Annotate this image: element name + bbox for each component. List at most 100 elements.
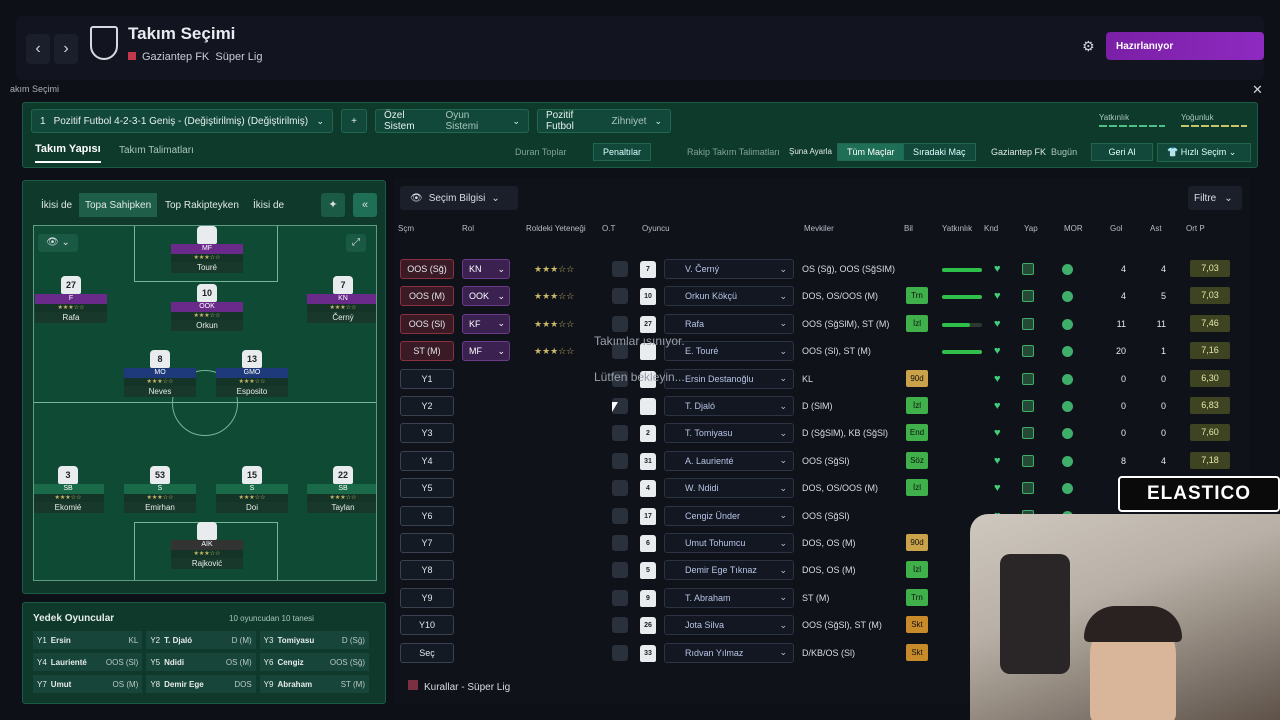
penalties-button[interactable]: Penaltılar xyxy=(593,143,652,161)
rules-link[interactable]: Kurallar - Süper Lig xyxy=(408,680,510,693)
all-matches-toggle[interactable]: Tüm Maçlar xyxy=(837,143,905,161)
table-row[interactable]: OOS (Sl) KF ⌄ ★★★☆☆ 27 Rafa ⌄ OOS (SğSlM), ST … xyxy=(394,311,1240,338)
substitute-cell[interactable]: Y5 Ndidi OS (M) xyxy=(146,653,256,671)
add-tactic-button[interactable]: + xyxy=(341,109,367,133)
filter-button[interactable]: Filtre ⌄ xyxy=(1188,186,1242,210)
slot-select[interactable]: ST (M) xyxy=(400,341,454,362)
tab-team-instructions[interactable]: Takım Talimatları xyxy=(119,145,194,156)
tab-in-possession[interactable]: Topa Sahipken xyxy=(79,193,158,217)
tab-out-possession[interactable]: Top Rakipteyken xyxy=(165,199,239,211)
column-header[interactable]: Gol xyxy=(1110,224,1123,233)
slot-select[interactable]: Y7 xyxy=(400,533,454,553)
person-icon[interactable] xyxy=(612,425,628,442)
player-select[interactable]: Orkun Kökçü ⌄ xyxy=(664,286,794,307)
player-select[interactable]: T. Tomiyasu ⌄ xyxy=(664,423,794,444)
club-link[interactable]: Gaziantep FK xyxy=(142,51,210,63)
player-select[interactable]: Cengiz Ünder ⌄ xyxy=(664,505,794,526)
person-icon[interactable] xyxy=(612,315,628,332)
league-link[interactable]: Süper Lig xyxy=(215,51,263,63)
slot-select[interactable]: Y4 xyxy=(400,450,454,471)
substitute-cell[interactable]: Y7 Umut OS (M) xyxy=(33,675,143,693)
selection-info-select[interactable]: 👁 Seçim Bilgisi ⌄ xyxy=(400,186,518,210)
person-icon[interactable] xyxy=(612,617,628,634)
player-select[interactable]: W. Ndidi ⌄ xyxy=(664,478,794,499)
back-button[interactable]: ‹ xyxy=(26,34,50,64)
person-icon[interactable] xyxy=(612,507,628,524)
person-icon[interactable] xyxy=(612,288,628,305)
continue-status-button[interactable]: Hazırlanıyor xyxy=(1106,32,1264,60)
table-row[interactable]: OOS (M) OOK ⌄ ★★★☆☆ 10 Orkun Kökçü ⌄ DOS, OS/O… xyxy=(394,283,1240,310)
pitch-player[interactable]: 15 S ★★★☆☆ Doi xyxy=(216,466,288,513)
table-row[interactable]: Y2 T. Djaló ⌄ D (SlM) İzl ♥ 0 0 6,83 xyxy=(394,393,1240,420)
slot-select[interactable]: Y3 xyxy=(400,423,454,444)
person-icon[interactable] xyxy=(612,480,628,497)
person-icon[interactable] xyxy=(612,644,628,661)
player-select[interactable]: Demir Ege Tıknaz ⌄ xyxy=(664,560,794,581)
undo-button[interactable]: Geri Al xyxy=(1091,143,1153,161)
person-icon[interactable] xyxy=(612,589,628,606)
slot-select[interactable]: Y2 xyxy=(400,396,454,416)
column-header[interactable]: Rol xyxy=(462,224,475,233)
substitute-cell[interactable]: Y8 Demir Ege DOS xyxy=(146,675,256,693)
column-header[interactable]: Knd xyxy=(984,224,999,233)
formation-icon[interactable]: ✦ xyxy=(321,193,345,217)
pitch-player[interactable]: 27 F ★★★☆☆ Rafa xyxy=(35,276,107,323)
slot-select[interactable]: OOS (Sl) xyxy=(400,313,454,334)
pitch-player[interactable]: 10 OOK ★★★☆☆ Orkun xyxy=(171,284,243,331)
opposition-instructions-button[interactable]: Rakip Takım Talimatları xyxy=(687,147,780,157)
collapse-icon[interactable]: « xyxy=(353,193,377,217)
slot-select[interactable]: OOS (M) xyxy=(400,286,454,307)
slot-select[interactable]: Y8 xyxy=(400,560,454,581)
person-icon[interactable] xyxy=(612,562,628,579)
pitch-player[interactable]: 7 KN ★★★☆☆ Černý xyxy=(307,276,376,323)
player-select[interactable]: E. Touré ⌄ xyxy=(664,341,794,362)
table-row[interactable]: Y3 2 T. Tomiyasu ⌄ D (SğSlM), KB (SğSl) End ♥ 0… xyxy=(394,420,1240,447)
player-select[interactable]: A. Laurienté ⌄ xyxy=(664,450,794,471)
player-select[interactable]: T. Abraham ⌄ xyxy=(664,587,794,608)
player-select[interactable]: Umut Tohumcu ⌄ xyxy=(664,533,794,553)
column-header[interactable]: Roldeki Yeteneği xyxy=(526,224,586,233)
close-icon[interactable]: ✕ xyxy=(1252,82,1263,97)
table-row[interactable]: OOS (Sğ) KN ⌄ ★★★☆☆ 7 V. Černý ⌄ OS (Sğ), OOS … xyxy=(394,256,1240,283)
player-select[interactable]: Ersin Destanoğlu ⌄ xyxy=(664,368,794,389)
set-pieces-button[interactable]: Duran Toplar xyxy=(515,147,567,157)
tactic-select[interactable]: 1 Pozitif Futbol 4-2-3-1 Geniş - (Değişti… xyxy=(31,109,333,133)
substitute-cell[interactable]: Y1 Ersin KL xyxy=(33,631,143,649)
quick-pick-button[interactable]: 👕 Hızlı Seçim ⌄ xyxy=(1157,143,1251,162)
column-header[interactable]: Yap xyxy=(1024,224,1038,233)
role-select[interactable]: KF ⌄ xyxy=(462,313,510,334)
player-select[interactable]: T. Djaló ⌄ xyxy=(664,396,794,416)
substitute-cell[interactable]: Y4 Laurienté OOS (Sl) xyxy=(33,653,143,671)
person-icon[interactable] xyxy=(612,343,628,360)
table-row[interactable]: Y1 Ersin Destanoğlu ⌄ KL 90d ♥ 0 0 6,30 xyxy=(394,366,1240,393)
mentality-select[interactable]: Pozitif Futbol Zihniyet ⌄ xyxy=(537,109,671,133)
column-header[interactable]: Ort P xyxy=(1186,224,1205,233)
person-icon[interactable] xyxy=(612,452,628,469)
person-icon[interactable] xyxy=(612,261,628,277)
column-header[interactable]: MOR xyxy=(1064,224,1083,233)
person-icon[interactable] xyxy=(612,370,628,387)
table-row[interactable]: ST (M) MF ⌄ ★★★☆☆ E. Touré ⌄ OOS (Sl), ST (M)… xyxy=(394,338,1240,365)
pitch-player[interactable]: 13 GMO ★★★☆☆ Esposito xyxy=(216,350,288,397)
expand-icon[interactable]: ⤢ xyxy=(346,234,366,252)
table-row[interactable]: Y5 4 W. Ndidi ⌄ DOS, OS/OOS (M) İzl ♥ xyxy=(394,475,1240,502)
player-select[interactable]: V. Černý ⌄ xyxy=(664,259,794,279)
person-icon[interactable] xyxy=(612,535,628,551)
player-select[interactable]: Rafa ⌄ xyxy=(664,313,794,334)
substitute-cell[interactable]: Y9 Abraham ST (M) xyxy=(259,675,369,693)
substitute-cell[interactable]: Y3 Tomiyasu D (Sğ) xyxy=(259,631,369,649)
column-header[interactable]: Ast xyxy=(1150,224,1162,233)
column-header[interactable]: O.T xyxy=(602,224,616,233)
slot-select[interactable]: OOS (Sğ) xyxy=(400,259,454,279)
column-header[interactable]: Oyuncu xyxy=(642,224,670,233)
substitute-cell[interactable]: Y2 T. Djaló D (M) xyxy=(146,631,256,649)
pitch-player[interactable]: 53 S ★★★☆☆ Emirhan xyxy=(124,466,196,513)
forward-button[interactable]: › xyxy=(54,34,78,64)
pitch-player[interactable]: AİK ★★★☆☆ Rajković xyxy=(171,522,243,569)
column-header[interactable]: Yatkınlık xyxy=(942,224,973,233)
tab-both-2[interactable]: İkisi de xyxy=(253,199,285,211)
slot-select[interactable]: Y1 xyxy=(400,368,454,389)
